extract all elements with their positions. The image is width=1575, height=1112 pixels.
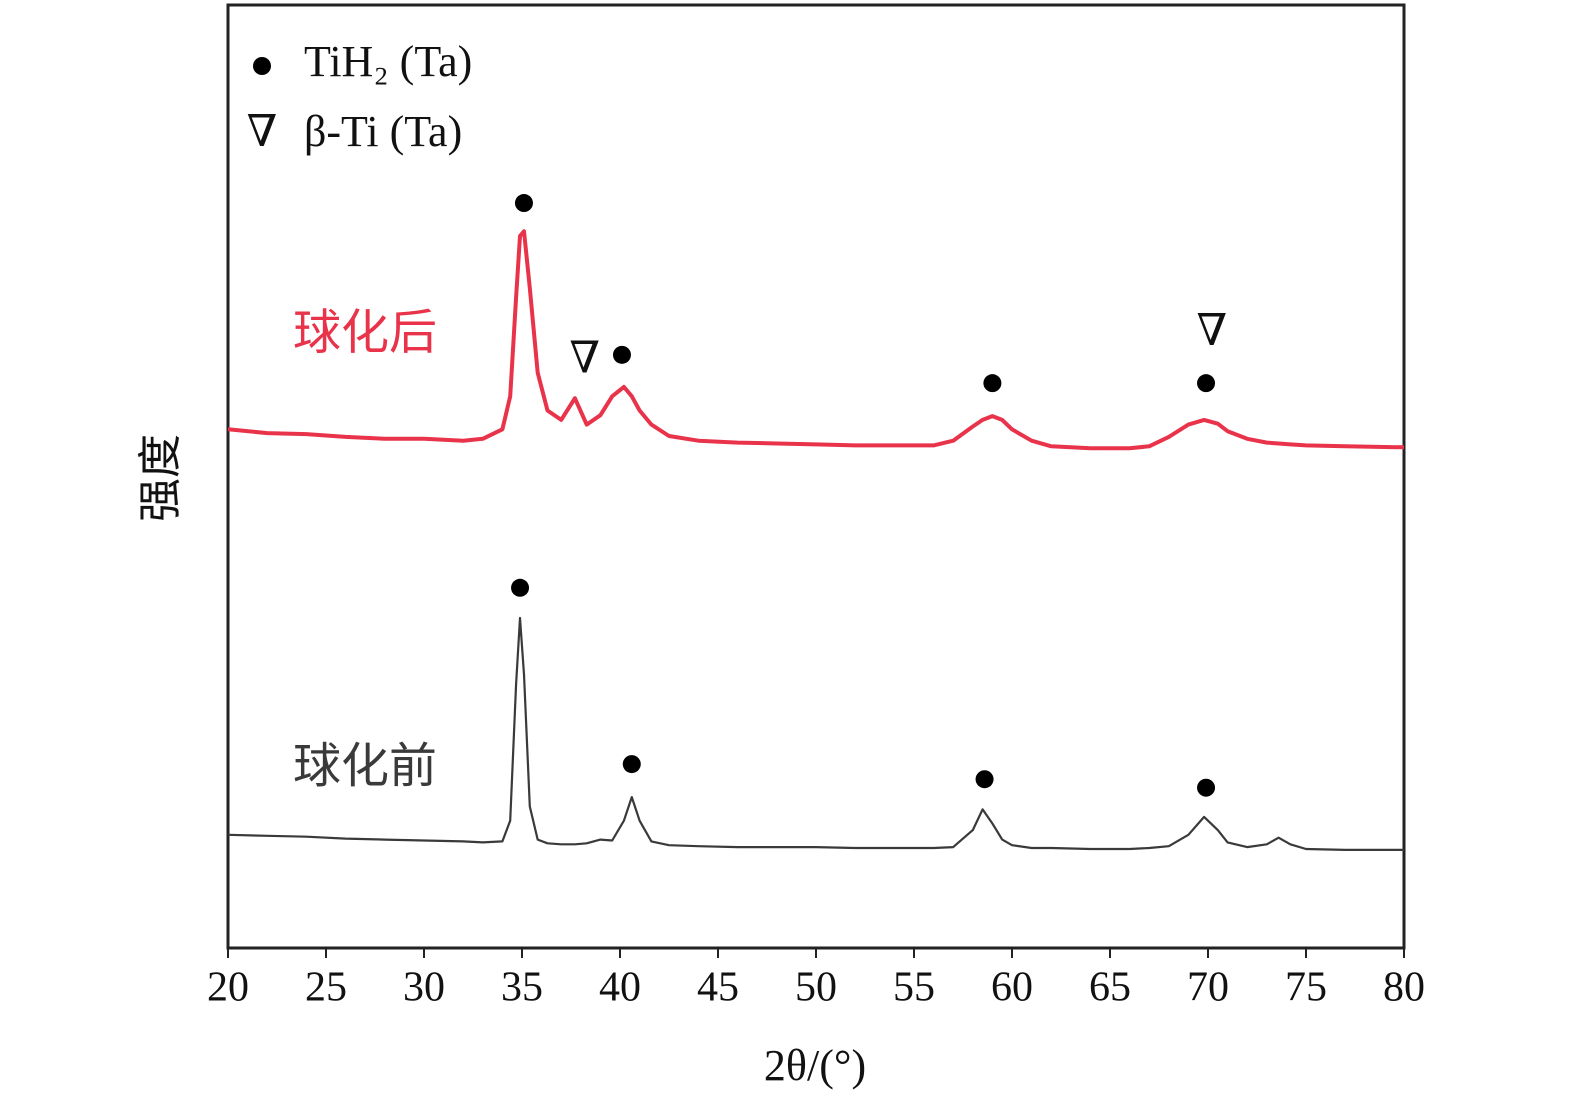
peak-marker xyxy=(983,374,1002,393)
peak-marker: ∇ xyxy=(569,333,600,382)
x-axis-title: 2θ/(°) xyxy=(764,1041,866,1090)
y-axis-title: 强度 xyxy=(136,434,185,522)
peak-marker: ∇ xyxy=(1197,306,1228,355)
x-tick-label: 55 xyxy=(893,965,935,1011)
peak-marker xyxy=(622,755,641,774)
legend-symbol: ∇ xyxy=(247,107,278,156)
x-tick-label: 25 xyxy=(305,965,347,1011)
series-line xyxy=(227,616,1404,851)
peak-marker xyxy=(612,345,631,364)
peak-marker xyxy=(511,578,530,597)
x-tick-label: 35 xyxy=(501,965,543,1011)
x-tick-label: 45 xyxy=(697,965,739,1011)
legend-label: β-Ti (Ta) xyxy=(304,107,462,156)
x-tick-label: 30 xyxy=(403,965,445,1011)
x-tick-label: 60 xyxy=(991,965,1033,1011)
legend-symbol xyxy=(253,57,271,75)
x-tick-label: 75 xyxy=(1285,965,1327,1011)
peak-marker xyxy=(1197,778,1216,797)
x-tick-label: 70 xyxy=(1187,965,1229,1011)
x-tick-label: 80 xyxy=(1383,965,1425,1011)
series-label: 球化后 xyxy=(293,306,437,359)
x-tick-label: 50 xyxy=(795,965,837,1011)
series-label: 球化前 xyxy=(293,740,437,793)
x-tick-label: 40 xyxy=(599,965,641,1011)
peak-marker xyxy=(975,770,994,789)
legend-label: TiH₂ (Ta) xyxy=(304,37,472,86)
series-line xyxy=(227,229,1405,451)
x-tick-label: 65 xyxy=(1089,965,1131,1011)
x-tick-label: 20 xyxy=(207,965,249,1011)
peak-marker xyxy=(1197,374,1216,393)
peak-marker xyxy=(514,194,533,213)
